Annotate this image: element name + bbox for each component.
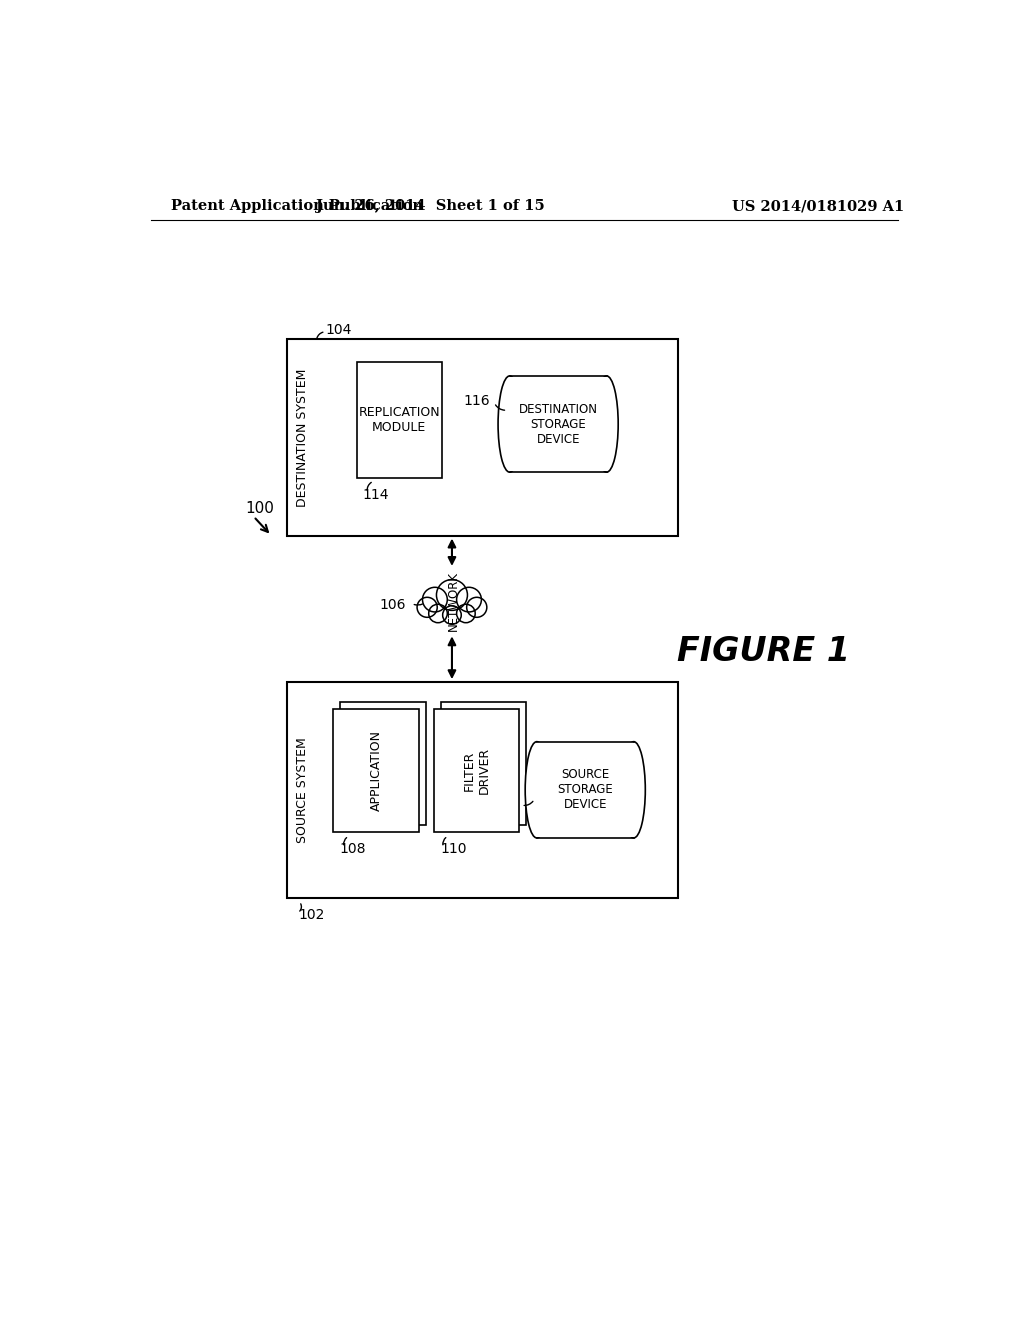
Text: NETWORK: NETWORK bbox=[447, 572, 460, 631]
Bar bbox=[510, 376, 606, 473]
Circle shape bbox=[457, 587, 481, 612]
Text: APPLICATION: APPLICATION bbox=[370, 730, 383, 810]
Bar bbox=[356, 363, 442, 478]
Ellipse shape bbox=[622, 742, 645, 838]
Text: DESTINATION SYSTEM: DESTINATION SYSTEM bbox=[296, 368, 309, 507]
Text: US 2014/0181029 A1: US 2014/0181029 A1 bbox=[732, 199, 905, 213]
Bar bbox=[434, 709, 519, 832]
Text: SOURCE SYSTEM: SOURCE SYSTEM bbox=[296, 737, 309, 842]
Text: 104: 104 bbox=[326, 323, 352, 337]
Text: FIGURE 1: FIGURE 1 bbox=[677, 635, 850, 668]
Bar bbox=[334, 709, 419, 832]
Text: Patent Application Publication: Patent Application Publication bbox=[171, 199, 423, 213]
Bar bbox=[340, 702, 426, 825]
Text: SOURCE
STORAGE
DEVICE: SOURCE STORAGE DEVICE bbox=[557, 768, 613, 812]
Text: 106: 106 bbox=[379, 598, 406, 612]
Text: FILTER
DRIVER: FILTER DRIVER bbox=[463, 747, 490, 795]
Bar bbox=[510, 376, 606, 471]
Text: 102: 102 bbox=[299, 908, 325, 921]
Ellipse shape bbox=[525, 742, 549, 838]
Circle shape bbox=[417, 598, 437, 618]
Circle shape bbox=[436, 579, 467, 610]
Bar bbox=[537, 742, 634, 838]
Circle shape bbox=[467, 598, 486, 618]
Circle shape bbox=[429, 605, 447, 623]
Bar bbox=[287, 682, 678, 898]
Text: 116: 116 bbox=[464, 393, 490, 408]
Text: 108: 108 bbox=[340, 842, 366, 857]
Text: 110: 110 bbox=[440, 842, 467, 857]
Text: DESTINATION
STORAGE
DEVICE: DESTINATION STORAGE DEVICE bbox=[518, 403, 598, 446]
Text: 114: 114 bbox=[362, 488, 389, 502]
Text: 112: 112 bbox=[490, 800, 517, 813]
Circle shape bbox=[457, 605, 475, 623]
Bar bbox=[287, 339, 678, 536]
Circle shape bbox=[442, 606, 461, 624]
Ellipse shape bbox=[498, 376, 521, 473]
Bar bbox=[441, 702, 526, 825]
Circle shape bbox=[423, 587, 447, 612]
Text: Jun. 26, 2014  Sheet 1 of 15: Jun. 26, 2014 Sheet 1 of 15 bbox=[315, 199, 545, 213]
Bar bbox=[537, 742, 633, 837]
Text: 100: 100 bbox=[246, 502, 274, 516]
Ellipse shape bbox=[595, 376, 618, 473]
Text: REPLICATION
MODULE: REPLICATION MODULE bbox=[358, 407, 440, 434]
